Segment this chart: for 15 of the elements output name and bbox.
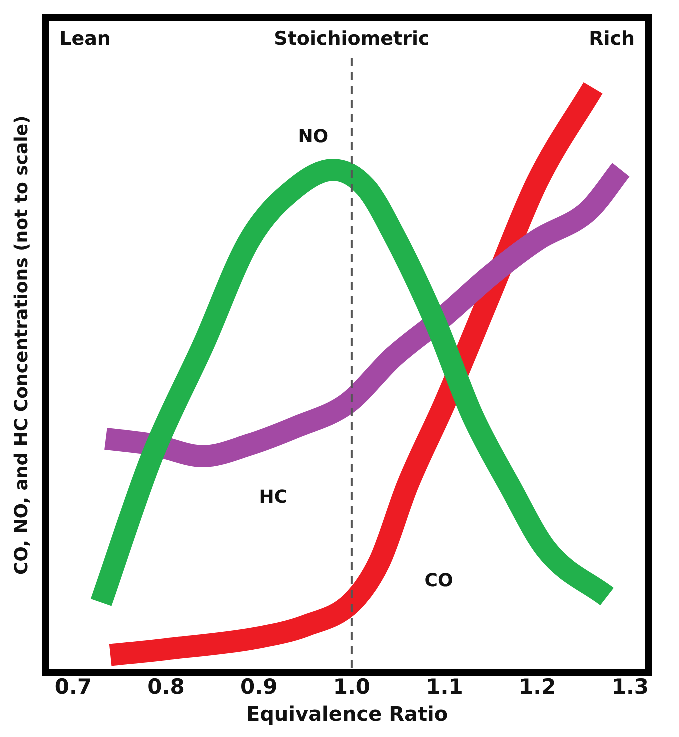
- x-axis-title: Equivalence Ratio: [246, 702, 448, 726]
- text: Lean: [60, 28, 111, 50]
- x-tick-label: 1.0: [333, 674, 371, 699]
- text: CO: [424, 570, 454, 592]
- x-tick-label: 1.3: [612, 674, 650, 699]
- y-axis-title: CO, NO, and HC Concentrations (not to scale): [11, 116, 32, 576]
- x-tick-label: 1.1: [426, 674, 464, 699]
- text: HC: [259, 487, 288, 508]
- series-label: NO: [298, 126, 329, 148]
- ref-line-label: Stoichiometric: [274, 28, 430, 50]
- x-tick-label: 0.9: [240, 674, 278, 699]
- x-tick-label: 0.8: [148, 674, 185, 699]
- text: Rich: [589, 28, 635, 50]
- x-tick-label: 0.7: [54, 674, 92, 699]
- x-tick-label: 1.2: [519, 674, 556, 699]
